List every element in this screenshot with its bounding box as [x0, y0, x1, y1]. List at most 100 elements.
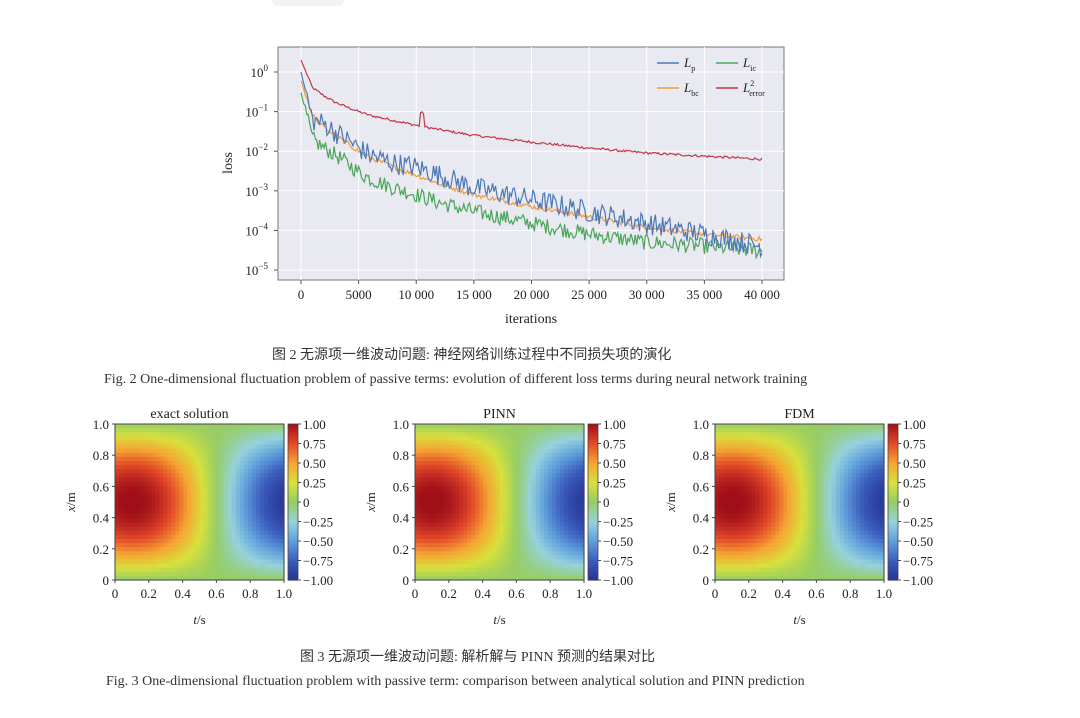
hm-x-tick-label: 1.0: [876, 586, 892, 601]
hm-x-tick-label: 0.2: [141, 586, 157, 601]
colorbar-tick-label: 0: [903, 495, 910, 510]
x-tick-label: 5000: [346, 287, 372, 302]
series-line-error: [300, 59, 763, 161]
x-tick-label: 15 000: [456, 287, 492, 302]
colorbar-tick-label: −1.00: [903, 573, 933, 588]
colorbar-tick-label: −1.00: [303, 573, 333, 588]
hm-x-tick-label: 0: [112, 586, 119, 601]
colorbar-tick-label: −0.25: [603, 515, 633, 530]
hm-y-tick-label: 0: [403, 573, 410, 588]
hm-x-axis-label: t/s: [493, 612, 505, 627]
heatmap-title: exact solution: [150, 407, 228, 422]
colorbar-tick-label: −0.25: [903, 515, 933, 530]
heatmap-panel-exact: exact solution 0 0.2 0.4 0.6 0.8 1.0 0 0.2 0.4 0.6…: [63, 407, 333, 627]
heatmap-title: PINN: [483, 407, 516, 422]
hm-y-tick-label: 0.4: [93, 511, 110, 526]
y-tick-label: 10−4: [245, 221, 268, 238]
hm-x-tick-label: 0.4: [774, 586, 791, 601]
figure3-caption-cn: 图 3 无源项一维波动问题: 解析解与 PINN 预测的结果对比: [300, 650, 656, 665]
hm-x-tick-label: 0.8: [242, 586, 258, 601]
legend-entry: Lbc: [683, 80, 699, 98]
colorbar-tick-label: −0.25: [303, 515, 333, 530]
colorbar-tick-label: 0.50: [603, 456, 626, 471]
colorbar-tick-label: 0: [603, 495, 610, 510]
y-axis-label: loss: [221, 152, 236, 174]
hm-y-tick-label: 0.2: [693, 542, 709, 557]
y-tick-label: 10−2: [245, 142, 268, 159]
hm-x-axis-label: t/s: [793, 612, 805, 627]
hm-y-tick-label: 0.8: [393, 448, 409, 463]
heatmap-cells: [415, 424, 585, 581]
colorbar-tick-label: −0.50: [603, 534, 633, 549]
colorbar-tick-label: 0.50: [903, 456, 926, 471]
colorbar-tick-label: −0.75: [903, 554, 933, 569]
legend-entry: Lic: [742, 55, 756, 73]
hm-y-tick-label: 1.0: [393, 417, 409, 432]
heatmap-cells: [115, 424, 285, 581]
colorbar-tick-label: 0.50: [303, 456, 326, 471]
hm-x-tick-label: 0.8: [842, 586, 858, 601]
heatmap-frame: [114, 423, 285, 581]
hm-y-axis-label: x/m: [663, 492, 678, 513]
heatmap-cells: [715, 424, 885, 581]
hm-y-tick-label: 0.6: [93, 479, 110, 494]
hm-x-tick-label: 0.4: [174, 586, 191, 601]
hm-x-tick-label: 1.0: [276, 586, 292, 601]
figure2-caption-en: Fig. 2 One-dimensional fluctuation probl…: [104, 372, 808, 387]
colorbar-tick-label: 0.75: [603, 437, 626, 452]
hm-y-tick-label: 0.2: [93, 542, 109, 557]
hm-y-tick-label: 1.0: [93, 417, 109, 432]
hm-x-tick-label: 0.2: [741, 586, 757, 601]
hm-y-tick-label: 1.0: [693, 417, 709, 432]
hm-y-tick-label: 0: [703, 573, 710, 588]
x-tick-label: 30 000: [629, 287, 665, 302]
colorbar-tick-label: −0.75: [303, 554, 333, 569]
hm-y-tick-label: 0.6: [393, 479, 410, 494]
heatmap-frame: [714, 423, 885, 581]
heatmap-title: FDM: [784, 407, 815, 422]
figure3-caption-en: Fig. 3 One-dimensional fluctuation probl…: [106, 674, 805, 689]
colorbar-tick-label: −1.00: [603, 573, 633, 588]
colorbar-tick-label: 1.00: [903, 417, 926, 432]
hm-x-tick-label: 0: [412, 586, 419, 601]
hm-x-tick-label: 0.6: [208, 586, 225, 601]
hm-y-tick-label: 0.8: [693, 448, 709, 463]
top-scroll-shadow: [272, 0, 344, 6]
figure2-caption-cn: 图 2 无源项一维波动问题: 神经网络训练过程中不同损失项的演化: [272, 348, 672, 363]
x-tick-label: 35 000: [687, 287, 723, 302]
loss-chart: 0 5000 10 000 15 000 20 000 25 000 30 000 35 00…: [221, 46, 785, 327]
y-tick-label: 10−5: [245, 261, 268, 278]
x-tick-label: 20 000: [514, 287, 550, 302]
colorbar-tick-label: 0.75: [903, 437, 926, 452]
colorbar-tick-label: 0.25: [603, 476, 626, 491]
x-tick-label: 40 000: [744, 287, 780, 302]
colorbar: [587, 423, 599, 581]
colorbar: [287, 423, 299, 581]
colorbar-tick-label: 0.75: [303, 437, 326, 452]
y-tick-label: 100: [251, 63, 269, 80]
x-tick-label: 0: [298, 287, 305, 302]
hm-x-axis-label: t/s: [193, 612, 205, 627]
heatmap-frame: [414, 423, 585, 581]
legend-entry: L2 error: [742, 79, 765, 98]
hm-y-tick-label: 0.4: [393, 511, 410, 526]
y-tick-label: 10−3: [245, 182, 268, 199]
y-tick-label: 10−1: [245, 103, 268, 120]
series-line-p: [300, 71, 763, 259]
hm-y-axis-label: x/m: [63, 492, 78, 513]
hm-x-tick-label: 0.6: [508, 586, 525, 601]
colorbar-tick-label: 0: [303, 495, 310, 510]
series-line-ic: [300, 92, 763, 260]
hm-x-tick-label: 0.4: [474, 586, 491, 601]
hm-x-tick-label: 0: [712, 586, 719, 601]
colorbar-tick-label: 0.25: [303, 476, 326, 491]
colorbar-tick-label: 1.00: [603, 417, 626, 432]
hm-x-tick-label: 0.6: [808, 586, 825, 601]
colorbar-tick-label: 0.25: [903, 476, 926, 491]
colorbar-tick-label: −0.75: [603, 554, 633, 569]
colorbar-tick-label: −0.50: [903, 534, 933, 549]
x-tick-label: 25 000: [571, 287, 607, 302]
colorbar: [887, 423, 899, 581]
